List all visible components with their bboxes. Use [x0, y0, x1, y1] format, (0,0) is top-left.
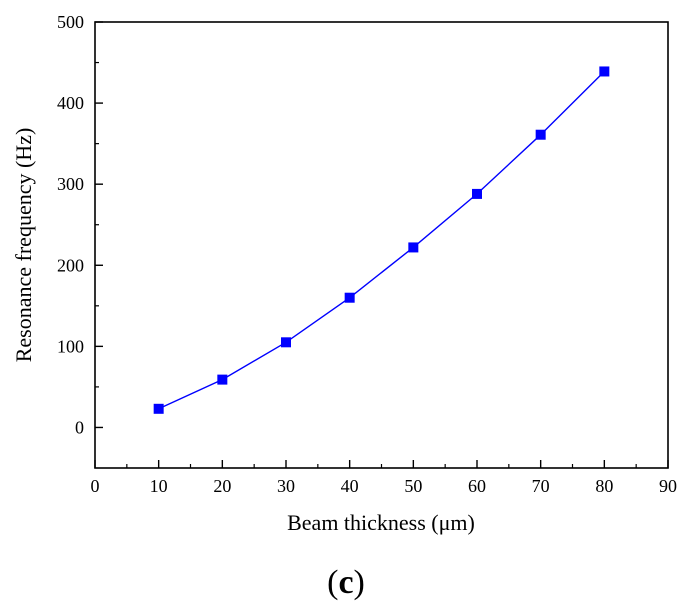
x-tick-label: 10: [150, 476, 168, 496]
y-tick-label: 200: [57, 255, 84, 275]
plot-frame: [94, 21, 669, 469]
data-point-marker: [153, 403, 164, 414]
data-point-marker: [535, 129, 546, 140]
data-point-marker: [217, 374, 228, 385]
x-tick-label: 40: [341, 476, 359, 496]
y-tick-label: 0: [75, 417, 84, 437]
caption-open-paren: (: [327, 564, 338, 601]
y-axis-title: Resonance frequency (Hz): [11, 128, 36, 363]
y-tick-label: 300: [57, 174, 84, 194]
data-point-marker: [344, 292, 355, 303]
data-point-marker: [281, 337, 291, 348]
x-axis-title: Beam thickness (μm): [287, 510, 475, 535]
x-tick-label: 80: [595, 476, 613, 496]
x-tick-label: 70: [532, 476, 550, 496]
y-tick-label: 500: [57, 12, 84, 32]
axis-ticks: [94, 21, 669, 468]
data-point-marker: [472, 188, 482, 199]
x-tick-label: 90: [659, 476, 677, 496]
series-line: [158, 71, 605, 410]
data-point-marker: [599, 66, 610, 77]
caption-close-paren: ): [354, 564, 365, 601]
figure-caption: (c): [327, 564, 365, 601]
data-point-marker: [408, 242, 419, 253]
x-tick-label: 20: [213, 476, 231, 496]
y-tick-label: 100: [57, 336, 84, 356]
caption-letter: c: [338, 564, 353, 601]
x-tick-label: 60: [468, 476, 486, 496]
x-tick-label: 30: [277, 476, 295, 496]
y-tick-label: 400: [57, 93, 84, 113]
x-tick-label: 0: [91, 476, 100, 496]
x-tick-label: 50: [404, 476, 422, 496]
data-series: [153, 66, 610, 414]
tick-labels: 0 10 20 30 40 50 60 70 80 90 0 100 200 300 400 500: [57, 12, 677, 496]
